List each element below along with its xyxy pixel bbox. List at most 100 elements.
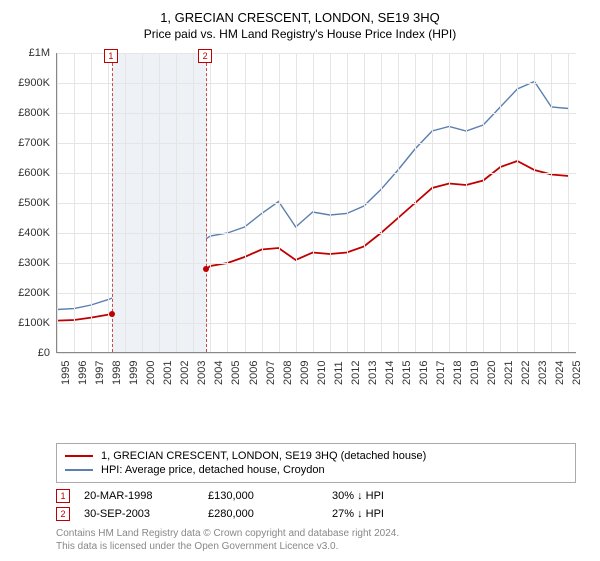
gridline-vertical xyxy=(245,53,246,352)
attribution-line: This data is licensed under the Open Gov… xyxy=(56,540,592,553)
x-axis-label: 2002 xyxy=(179,361,191,385)
x-axis-label: 2016 xyxy=(418,361,430,385)
y-axis-label: £700K xyxy=(8,137,50,149)
event-vline xyxy=(112,53,113,352)
attribution: Contains HM Land Registry data © Crown c… xyxy=(56,527,592,553)
y-axis-label: £600K xyxy=(8,167,50,179)
gridline-horizontal xyxy=(57,323,576,324)
event-row: 2 30-SEP-2003 £280,000 27% ↓ HPI xyxy=(56,507,592,521)
chart: £0 £100K £200K £300K £400K £500K £600K £700K £80… xyxy=(8,49,592,409)
event-marker: 1 xyxy=(104,49,118,63)
legend-label: HPI: Average price, detached house, Croy… xyxy=(101,464,325,476)
x-axis-label: 2020 xyxy=(486,361,498,385)
event-point xyxy=(203,266,209,272)
legend-item: HPI: Average price, detached house, Croy… xyxy=(65,464,567,476)
gridline-vertical xyxy=(432,53,433,352)
y-axis-label: £300K xyxy=(8,257,50,269)
x-axis-label: 2011 xyxy=(333,361,345,385)
x-axis-label: 1999 xyxy=(128,361,140,385)
y-axis-label: £1M xyxy=(8,47,50,59)
gridline-horizontal xyxy=(57,353,576,354)
x-axis-label: 2025 xyxy=(571,361,583,385)
y-axis-label: £500K xyxy=(8,197,50,209)
x-axis-label: 1998 xyxy=(111,361,123,385)
event-marker: 1 xyxy=(56,489,70,503)
gridline-vertical xyxy=(262,53,263,352)
event-point xyxy=(109,311,115,317)
x-axis-label: 2023 xyxy=(537,361,549,385)
gridline-vertical xyxy=(466,53,467,352)
x-axis-label: 1997 xyxy=(94,361,106,385)
event-price: £130,000 xyxy=(208,490,318,502)
gridline-vertical xyxy=(91,53,92,352)
legend-swatch xyxy=(65,469,93,471)
gridline-horizontal xyxy=(57,113,576,114)
event-marker: 2 xyxy=(56,507,70,521)
gridline-horizontal xyxy=(57,263,576,264)
x-axis-label: 2000 xyxy=(145,361,157,385)
gridline-vertical xyxy=(57,53,58,352)
x-axis-label: 2024 xyxy=(554,361,566,385)
gridline-vertical xyxy=(142,53,143,352)
event-marker: 2 xyxy=(198,49,212,63)
y-axis-label: £100K xyxy=(8,317,50,329)
y-axis-label: £200K xyxy=(8,287,50,299)
gridline-horizontal xyxy=(57,83,576,84)
gridline-vertical xyxy=(568,53,569,352)
event-price: £280,000 xyxy=(208,508,318,520)
x-axis-label: 2015 xyxy=(401,361,413,385)
x-axis-label: 2004 xyxy=(213,361,225,385)
x-axis-label: 2022 xyxy=(520,361,532,385)
gridline-vertical xyxy=(398,53,399,352)
y-axis-label: £800K xyxy=(8,107,50,119)
x-axis-label: 2003 xyxy=(196,361,208,385)
gridline-vertical xyxy=(74,53,75,352)
legend-label: 1, GRECIAN CRESCENT, LONDON, SE19 3HQ (d… xyxy=(101,450,426,462)
gridline-vertical xyxy=(159,53,160,352)
x-axis-label: 2001 xyxy=(162,361,174,385)
gridline-vertical xyxy=(125,53,126,352)
x-axis-label: 1996 xyxy=(77,361,89,385)
plot-area xyxy=(56,53,576,353)
gridline-vertical xyxy=(517,53,518,352)
x-axis-label: 2021 xyxy=(503,361,515,385)
event-pct: 27% ↓ HPI xyxy=(332,508,384,520)
x-axis-label: 2006 xyxy=(248,361,260,385)
gridline-vertical xyxy=(176,53,177,352)
gridline-horizontal xyxy=(57,233,576,234)
gridline-vertical xyxy=(313,53,314,352)
legend: 1, GRECIAN CRESCENT, LONDON, SE19 3HQ (d… xyxy=(56,443,576,483)
gridline-vertical xyxy=(347,53,348,352)
x-axis-label: 2007 xyxy=(265,361,277,385)
event-row: 1 20-MAR-1998 £130,000 30% ↓ HPI xyxy=(56,489,592,503)
gridline-vertical xyxy=(227,53,228,352)
y-axis-label: £0 xyxy=(8,347,50,359)
page-title: 1, GRECIAN CRESCENT, LONDON, SE19 3HQ xyxy=(8,10,592,25)
gridline-vertical xyxy=(500,53,501,352)
event-pct: 30% ↓ HPI xyxy=(332,490,384,502)
x-axis-label: 2008 xyxy=(282,361,294,385)
gridline-vertical xyxy=(551,53,552,352)
gridline-vertical xyxy=(296,53,297,352)
gridline-vertical xyxy=(381,53,382,352)
gridline-vertical xyxy=(210,53,211,352)
y-axis-label: £400K xyxy=(8,227,50,239)
legend-swatch xyxy=(65,455,93,457)
legend-item: 1, GRECIAN CRESCENT, LONDON, SE19 3HQ (d… xyxy=(65,450,567,462)
event-date: 30-SEP-2003 xyxy=(84,508,194,520)
gridline-horizontal xyxy=(57,143,576,144)
event-date: 20-MAR-1998 xyxy=(84,490,194,502)
y-axis-label: £900K xyxy=(8,77,50,89)
attribution-line: Contains HM Land Registry data © Crown c… xyxy=(56,527,592,540)
x-axis-label: 2009 xyxy=(299,361,311,385)
page-subtitle: Price paid vs. HM Land Registry's House … xyxy=(8,27,592,41)
gridline-horizontal xyxy=(57,293,576,294)
x-axis-label: 2012 xyxy=(350,361,362,385)
gridline-vertical xyxy=(364,53,365,352)
gridline-vertical xyxy=(193,53,194,352)
gridline-vertical xyxy=(279,53,280,352)
x-axis-label: 2005 xyxy=(230,361,242,385)
x-axis-label: 2018 xyxy=(452,361,464,385)
gridline-vertical xyxy=(108,53,109,352)
gridline-vertical xyxy=(483,53,484,352)
